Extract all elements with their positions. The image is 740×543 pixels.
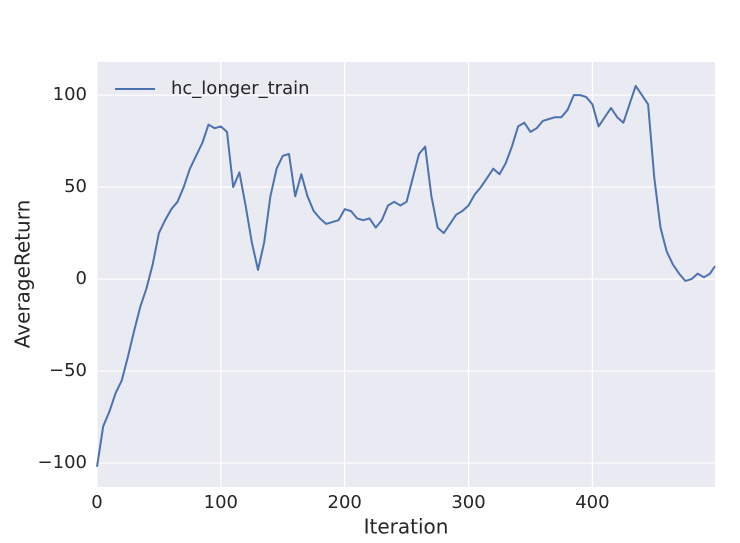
y-tick-label: 50 <box>64 176 87 197</box>
y-tick-label: −50 <box>49 360 87 381</box>
labels: −100 −50 0 50 100 0 100 200 300 400 hc_longer_trai… <box>38 78 610 513</box>
marks <box>96 84 716 467</box>
x-tick-label: 400 <box>575 492 609 513</box>
x-tick-label: 300 <box>451 492 485 513</box>
y-tick-label: 0 <box>76 268 87 289</box>
x-tick-label: 0 <box>91 492 102 513</box>
y-axis-label: AverageReturn <box>11 200 35 349</box>
y-tick-label: 100 <box>53 84 87 105</box>
plot-area <box>97 62 715 487</box>
y-tick-label: −100 <box>38 452 87 473</box>
x-axis-label: Iteration <box>364 515 449 539</box>
x-tick-label: 200 <box>328 492 362 513</box>
x-tick-label: 100 <box>204 492 238 513</box>
grid <box>96 62 715 487</box>
data-line <box>96 84 716 467</box>
legend-label: hc_longer_train <box>171 78 310 99</box>
